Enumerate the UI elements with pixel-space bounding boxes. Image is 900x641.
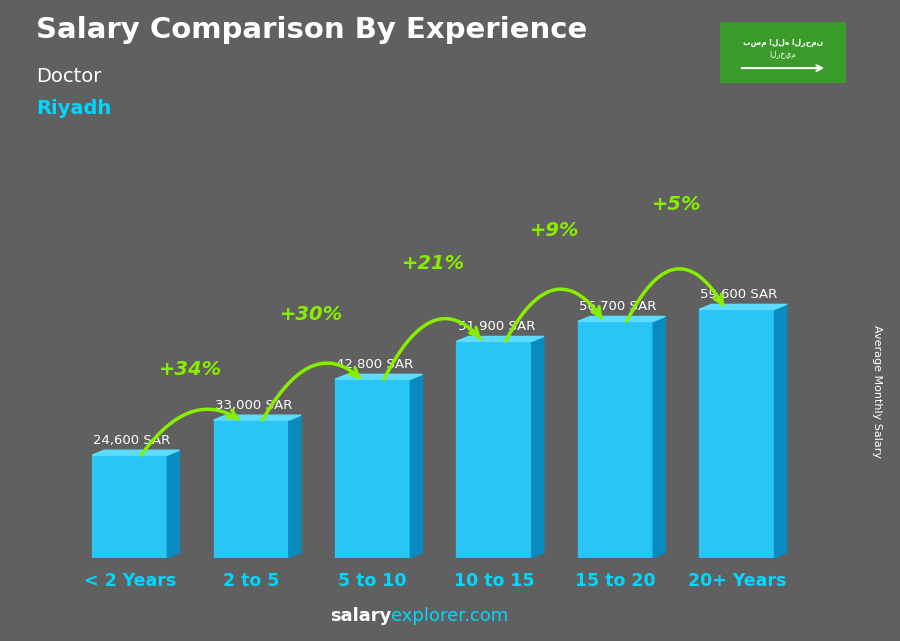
Bar <box>335 379 410 558</box>
Polygon shape <box>653 317 665 558</box>
Polygon shape <box>699 304 787 310</box>
Text: 42,800 SAR: 42,800 SAR <box>337 358 413 371</box>
Text: Salary Comparison By Experience: Salary Comparison By Experience <box>36 16 587 44</box>
Text: 51,900 SAR: 51,900 SAR <box>457 320 535 333</box>
Bar <box>578 321 653 558</box>
Text: 24,600 SAR: 24,600 SAR <box>94 434 171 447</box>
Bar <box>92 455 167 558</box>
Text: +5%: +5% <box>652 196 701 214</box>
Text: explorer.com: explorer.com <box>392 607 508 625</box>
Bar <box>456 342 532 558</box>
Text: 59,600 SAR: 59,600 SAR <box>700 288 778 301</box>
Text: بسم الله الرحمن: بسم الله الرحمن <box>742 38 824 47</box>
Polygon shape <box>335 374 422 379</box>
Bar <box>699 310 775 558</box>
Polygon shape <box>456 337 544 342</box>
Text: +34%: +34% <box>159 360 222 378</box>
Text: Riyadh: Riyadh <box>36 99 112 119</box>
Text: +30%: +30% <box>281 305 344 324</box>
Polygon shape <box>213 415 301 420</box>
Text: 33,000 SAR: 33,000 SAR <box>215 399 292 412</box>
Text: الرحيم: الرحيم <box>770 51 796 60</box>
Polygon shape <box>578 317 665 321</box>
Polygon shape <box>289 415 301 558</box>
Text: +21%: +21% <box>401 254 465 273</box>
Text: Average Monthly Salary: Average Monthly Salary <box>872 324 883 458</box>
Text: Doctor: Doctor <box>36 67 102 87</box>
Polygon shape <box>92 450 180 455</box>
Polygon shape <box>775 304 787 558</box>
Bar <box>213 420 289 558</box>
Polygon shape <box>167 450 180 558</box>
Text: +9%: +9% <box>530 221 580 240</box>
Polygon shape <box>532 337 544 558</box>
Polygon shape <box>410 374 422 558</box>
Text: salary: salary <box>330 607 392 625</box>
Text: 56,700 SAR: 56,700 SAR <box>579 300 656 313</box>
